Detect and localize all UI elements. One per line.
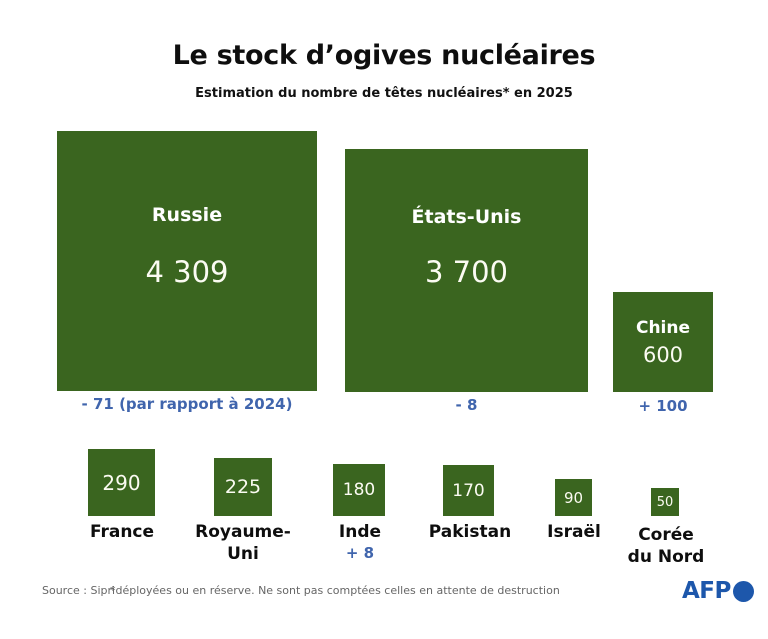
square-royaume-uni: 225 bbox=[214, 458, 272, 516]
square-france-value: 290 bbox=[102, 470, 141, 495]
change-inde: + 8 bbox=[345, 544, 375, 562]
label-france: France bbox=[89, 522, 155, 542]
afp-logo-text: AFP bbox=[682, 578, 731, 604]
square-france: 290 bbox=[88, 449, 155, 516]
square-chine: Chine 600 bbox=[613, 292, 713, 392]
square-russie-label: Russie bbox=[151, 204, 223, 226]
afp-logo: AFP bbox=[682, 578, 754, 604]
square-israel: 90 bbox=[555, 479, 592, 516]
label-coree-du-nord: Corée du Nord bbox=[627, 525, 705, 568]
change-etats-unis: - 8 bbox=[455, 396, 478, 414]
label-pakistan: Pakistan bbox=[428, 522, 512, 542]
label-royaume-uni: Royaume-Uni bbox=[195, 522, 291, 565]
square-pakistan-value: 170 bbox=[452, 480, 485, 501]
square-coree-du-nord-value: 50 bbox=[656, 494, 674, 510]
square-etats-unis-value: 3 700 bbox=[424, 255, 509, 289]
square-russie-value: 4 309 bbox=[145, 255, 229, 289]
change-russie: - 71 (par rapport à 2024) bbox=[81, 395, 293, 413]
label-israel: Israël bbox=[547, 522, 601, 542]
footnote-text: *déployées ou en réserve. Ne sont pas co… bbox=[110, 584, 560, 597]
square-israel-value: 90 bbox=[563, 488, 584, 507]
change-chine: + 100 bbox=[638, 397, 688, 415]
chart-subtitle: Estimation du nombre de têtes nucléaires… bbox=[195, 86, 573, 101]
square-etats-unis-label: États-Unis bbox=[411, 206, 522, 228]
square-etats-unis: États-Unis 3 700 bbox=[345, 149, 588, 392]
afp-logo-dot-icon bbox=[732, 580, 754, 602]
square-chine-value: 600 bbox=[642, 343, 684, 367]
square-russie: Russie 4 309 bbox=[57, 131, 317, 391]
chart-title: Le stock d’ogives nucléaires bbox=[172, 40, 596, 71]
square-inde: 180 bbox=[333, 464, 385, 516]
square-coree-du-nord: 50 bbox=[651, 488, 679, 516]
square-inde-value: 180 bbox=[342, 480, 376, 500]
square-pakistan: 170 bbox=[443, 465, 494, 516]
source-text: Source : Sipri bbox=[42, 584, 116, 597]
label-inde: Inde bbox=[338, 522, 382, 542]
square-royaume-uni-value: 225 bbox=[224, 476, 262, 498]
square-chine-label: Chine bbox=[635, 318, 691, 338]
